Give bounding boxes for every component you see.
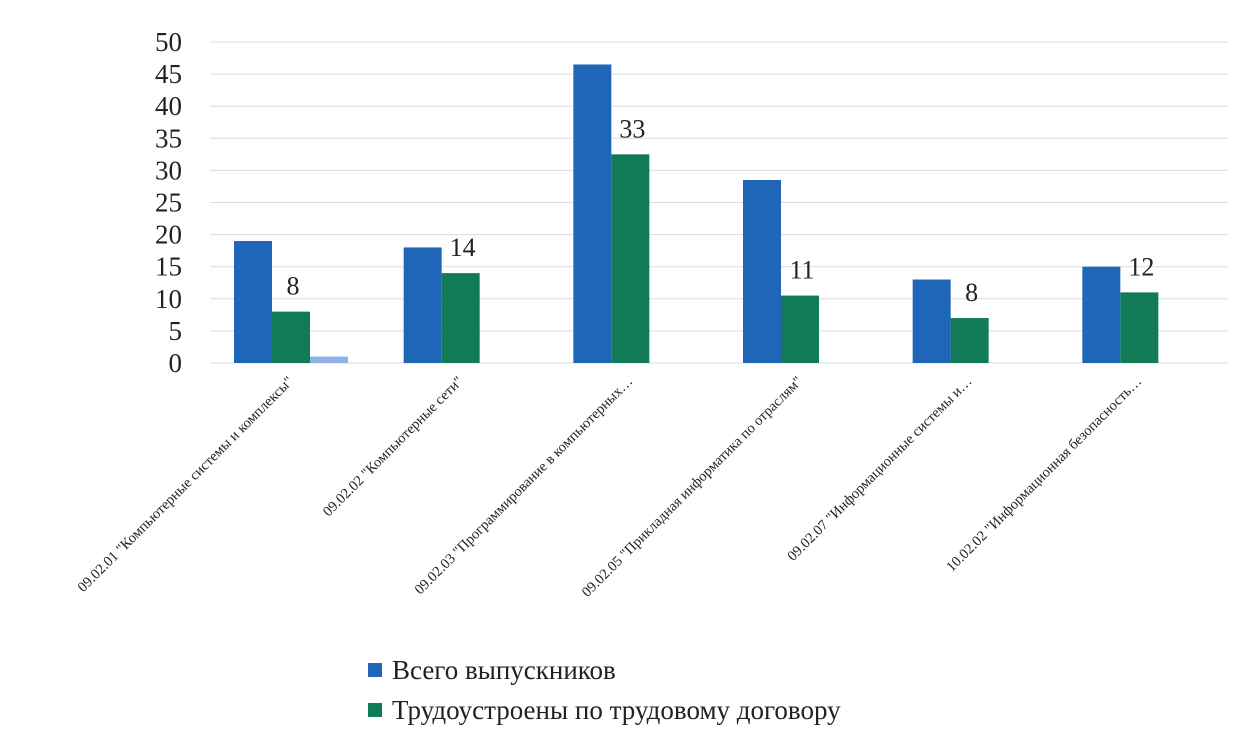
bar-series-0-cat-5 [1082,266,1121,363]
y-tick-label: 0 [169,348,183,378]
data-label: 8 [287,272,300,301]
legend: Всего выпускников Трудоустроены по трудо… [368,650,841,730]
x-axis: 09.02.01 "Компьютерные системы и комплек… [75,373,1145,600]
bar-series-0-cat-1 [403,247,442,363]
bar-series-1-cat-5 [1120,292,1159,363]
bar-series-2-cat-0 [310,356,348,363]
gridlines [210,41,1228,364]
bar-series-1-cat-0 [272,311,310,363]
legend-item-total: Всего выпускников [368,650,841,690]
y-tick-label: 45 [155,59,182,89]
bar-series-1-cat-1 [441,273,480,363]
x-category-label: 09.02.02 "Компьютерные сети" [320,373,466,519]
data-label: 12 [1128,252,1154,281]
bar-series-1-cat-3 [781,295,819,363]
bar-series-0-cat-0 [234,241,272,363]
legend-swatch-total [368,663,382,677]
data-labels: 8 14 33 11 8 12 [287,114,1155,307]
y-tick-label: 5 [169,316,183,346]
y-tick-label: 15 [155,252,182,282]
y-tick-label: 30 [155,155,182,185]
x-category-label: 09.02.01 "Компьютерные системы и комплек… [75,373,297,595]
data-label: 14 [450,233,476,262]
x-category-label: 10.02.02 "Информационная безопасность… [943,374,1145,576]
data-label: 11 [789,256,814,285]
data-label: 8 [965,278,978,307]
legend-label-employed: Трудоустроены по трудовому договору [392,694,841,725]
y-tick-label: 10 [155,284,182,314]
y-tick-label: 20 [155,220,182,250]
y-tick-label: 50 [155,27,182,57]
bars [234,64,1159,363]
bar-series-1-cat-4 [950,318,989,363]
y-tick-label: 25 [155,188,182,218]
legend-label-total: Всего выпускников [392,654,616,685]
legend-item-employed: Трудоустроены по трудовому договору [368,690,841,730]
x-category-label: 09.02.07 "Информационные системы и… [785,374,976,565]
bar-series-0-cat-2 [573,64,612,363]
bar-series-0-cat-4 [912,279,951,363]
data-label: 33 [619,114,645,143]
y-tick-label: 40 [155,91,182,121]
legend-swatch-employed [368,703,382,717]
y-tick-label: 35 [155,123,182,153]
bar-series-0-cat-3 [743,180,781,363]
bar-series-1-cat-2 [611,154,650,363]
